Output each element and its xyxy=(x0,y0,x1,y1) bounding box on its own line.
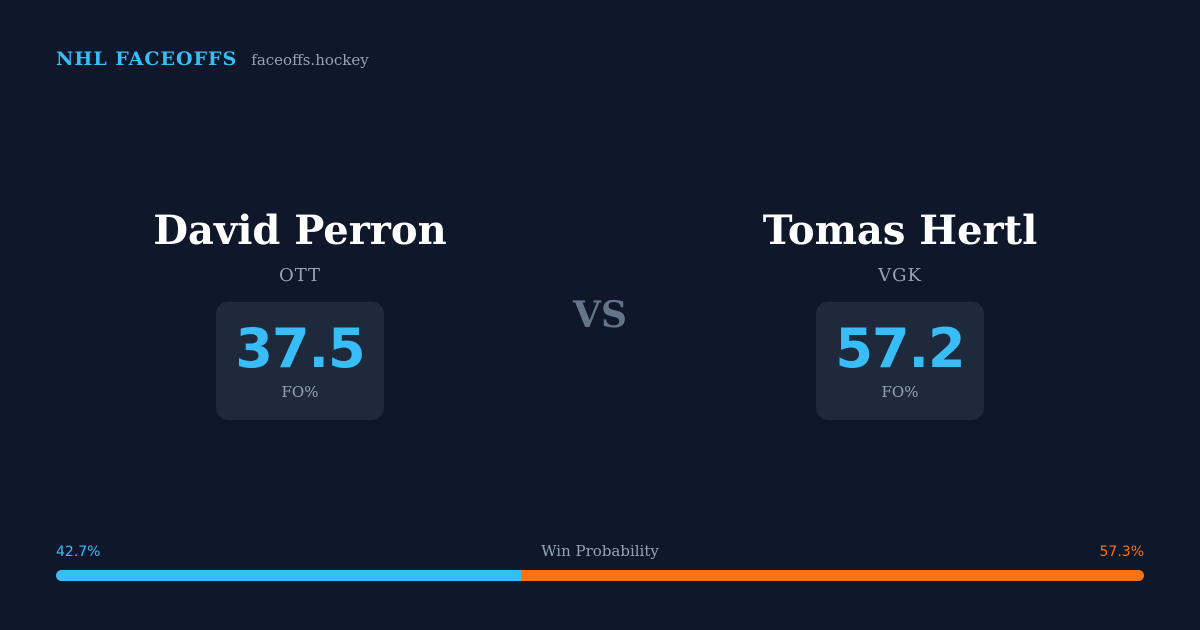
brand-name: NHL FACEOFFS xyxy=(56,48,238,70)
faceoff-stat-card: 57.2 FO% xyxy=(816,302,984,420)
faceoff-stat-card: 37.5 FO% xyxy=(216,302,384,420)
win-probability-bar-right xyxy=(520,570,1144,581)
win-probability-title: Win Probability xyxy=(541,542,659,560)
player-left: David Perron OTT 37.5 FO% xyxy=(50,205,550,420)
faceoff-label: FO% xyxy=(281,383,319,401)
win-probability: 42.7% Win Probability 57.3% xyxy=(56,542,1144,581)
player-name: David Perron xyxy=(153,207,447,254)
versus-label: VS xyxy=(573,294,627,336)
player-team: OTT xyxy=(278,265,322,286)
player-name: Tomas Hertl xyxy=(762,207,1038,254)
win-probability-right: 57.3% xyxy=(1099,544,1144,560)
player-team: VGK xyxy=(878,265,922,286)
brand-url: faceoffs.hockey xyxy=(251,51,369,69)
win-probability-bar xyxy=(56,570,1144,581)
faceoff-percentage: 57.2 xyxy=(835,317,965,380)
faceoff-label: FO% xyxy=(881,383,919,401)
win-probability-bar-left xyxy=(56,570,521,581)
win-probability-labels: 42.7% Win Probability 57.3% xyxy=(56,542,1144,560)
brand-header: NHL FACEOFFS faceoffs.hockey xyxy=(56,48,369,70)
player-right: Tomas Hertl VGK 57.2 FO% xyxy=(650,205,1150,420)
win-probability-left: 42.7% xyxy=(56,544,101,560)
faceoff-percentage: 37.5 xyxy=(235,317,365,380)
